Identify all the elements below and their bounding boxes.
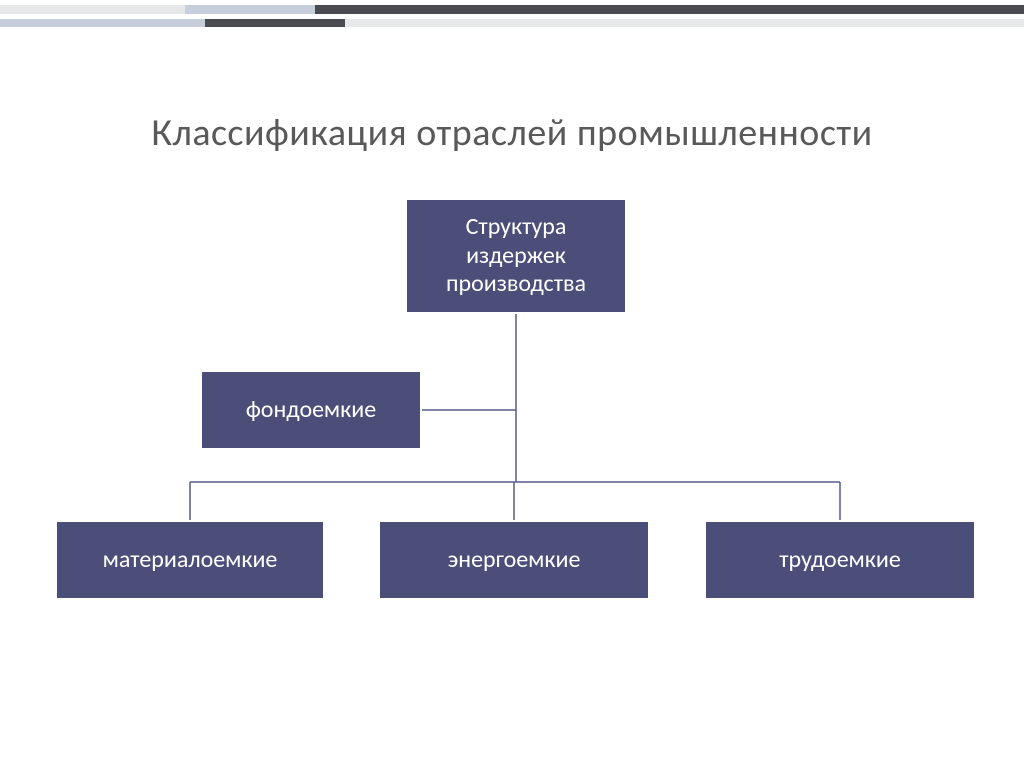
decorative-stripes [0,0,1024,21]
diagram-node-root: Структура издержек производства [405,198,627,314]
diagram-node-child2: энергоемкие [378,520,650,600]
stripe-segment [0,19,205,27]
stripe-segment [345,19,1024,27]
stripe-segment [205,19,345,27]
slide-title: Классификация отраслей промышленности [0,110,1024,156]
slide: Классификация отраслей промышленности Ст… [0,0,1024,767]
diagram-node-side: фондоемкие [200,370,422,450]
diagram-node-child1: материалоемкие [55,520,325,600]
stripe-row [0,0,1024,9]
diagram-node-child3: трудоемкие [704,520,976,600]
stripe-row [0,13,1024,21]
